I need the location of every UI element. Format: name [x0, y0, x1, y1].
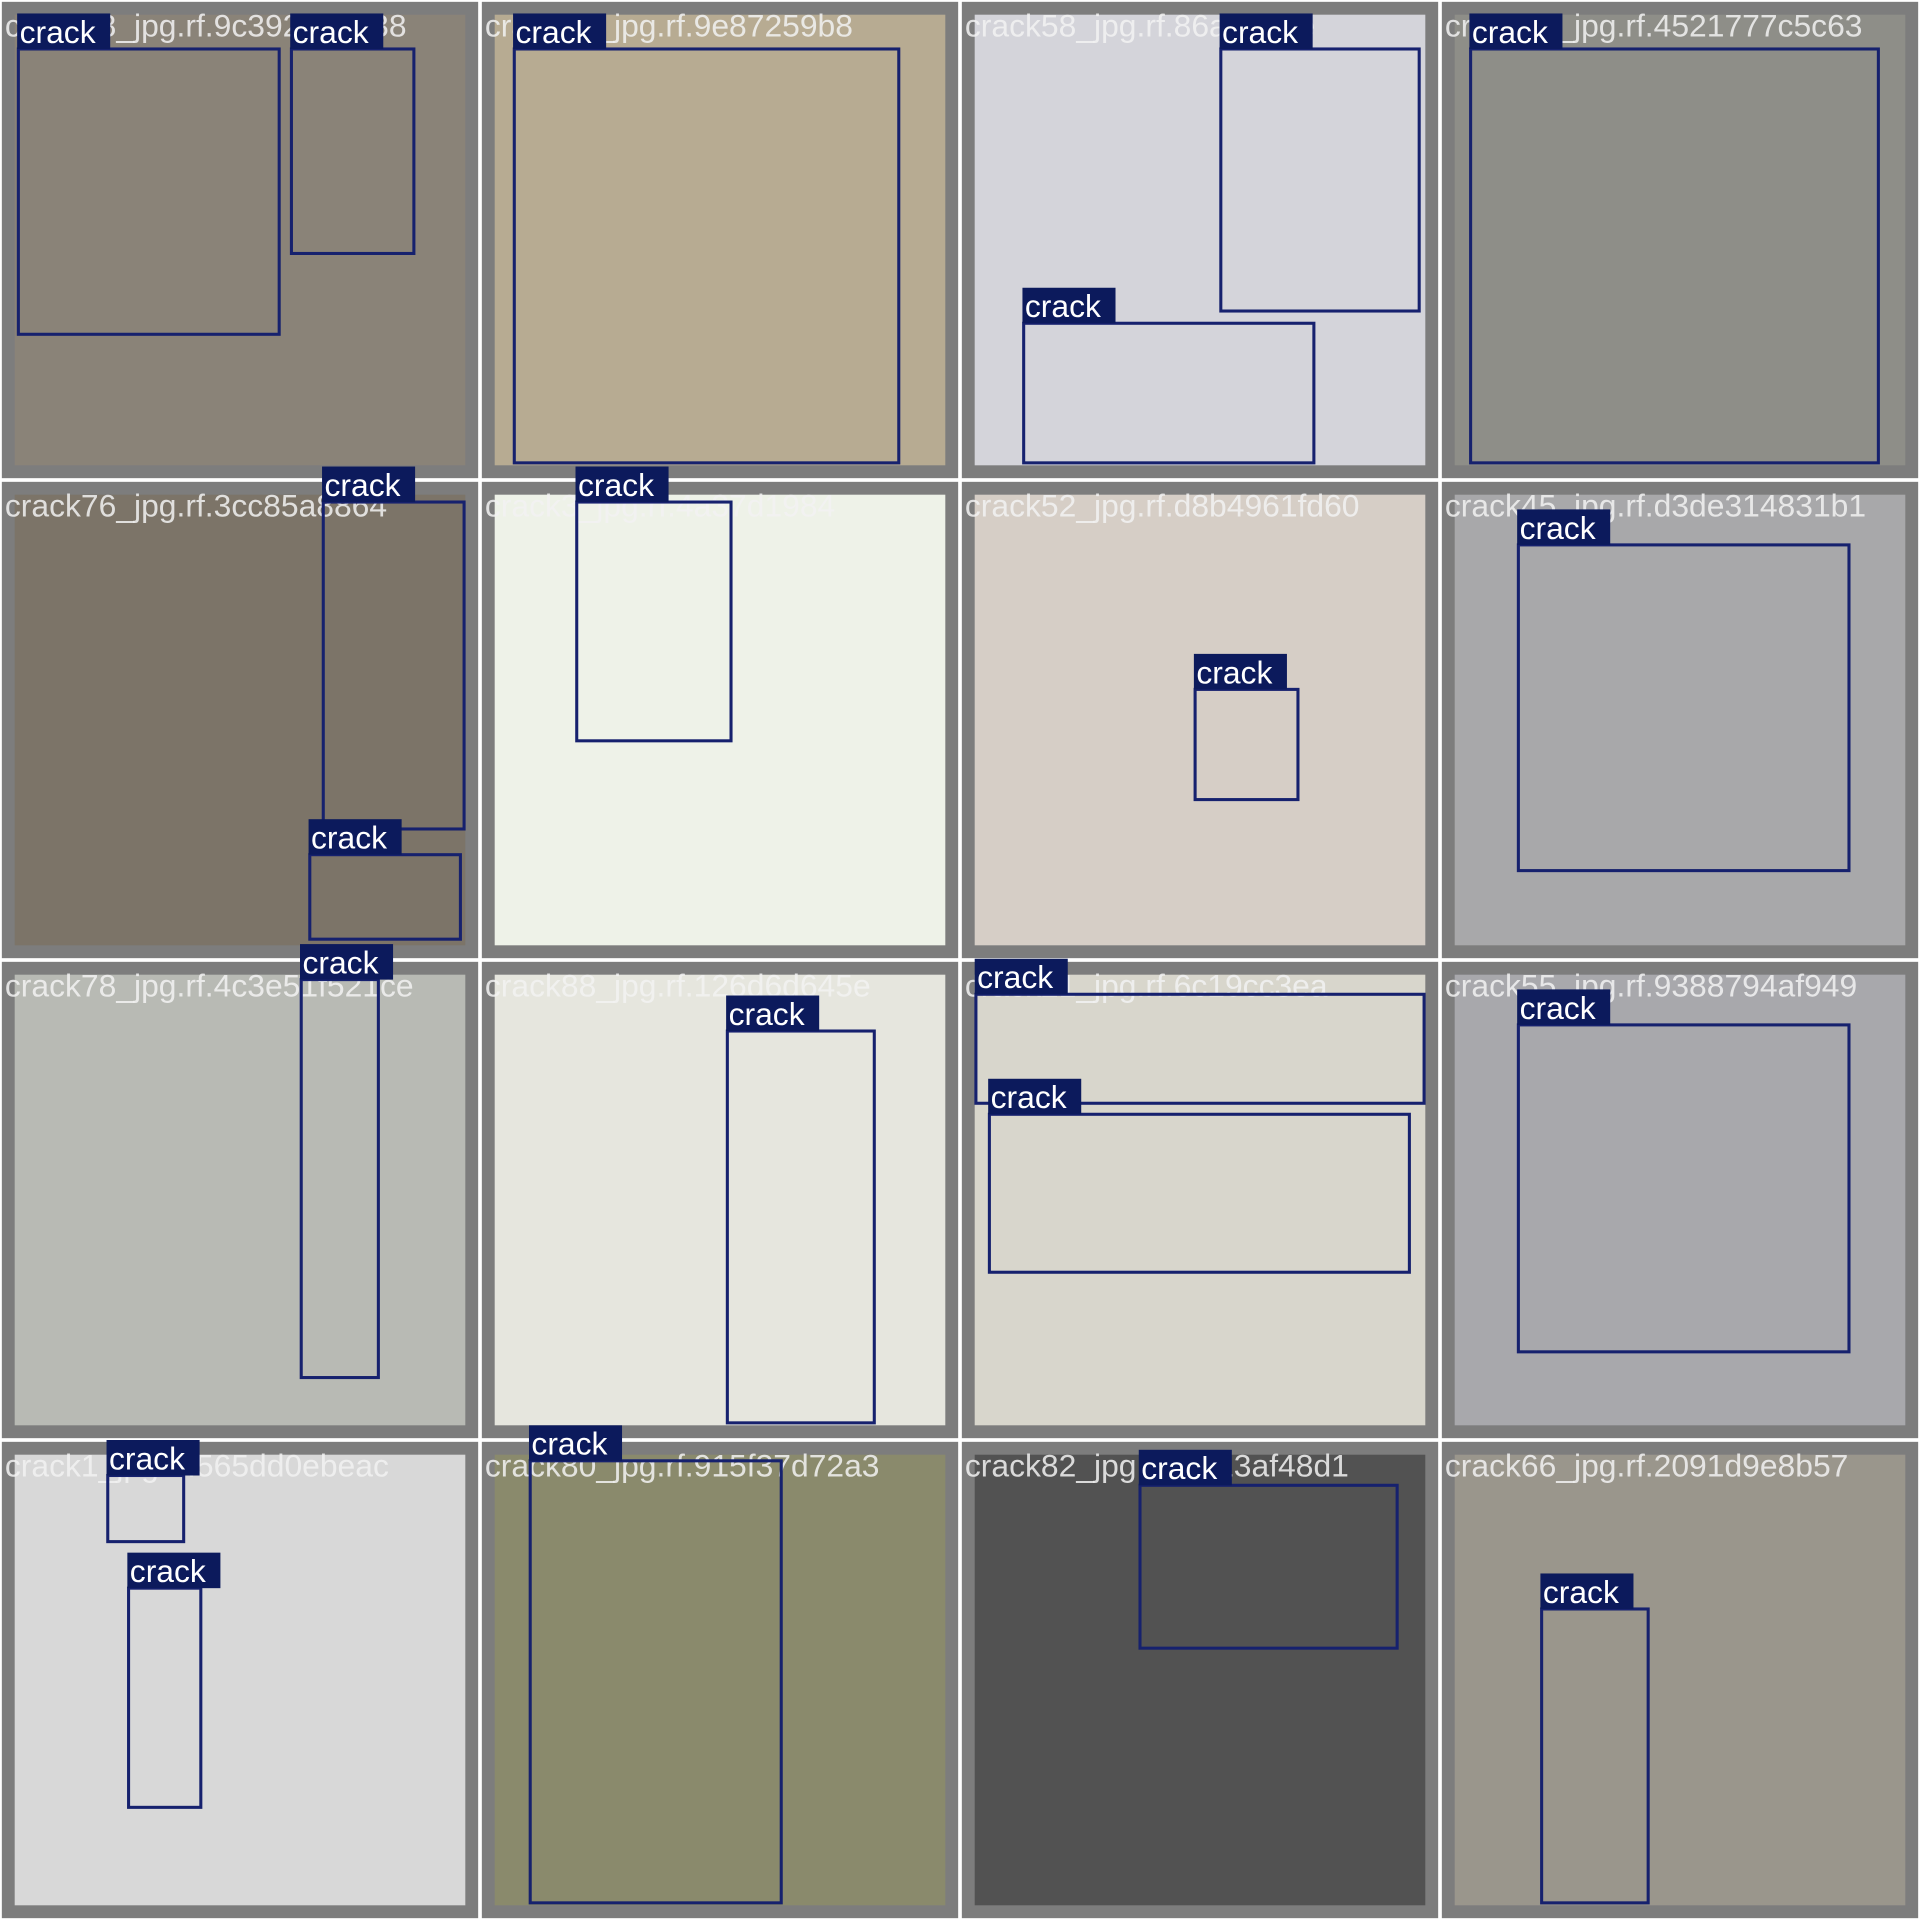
- label-background: [17, 13, 111, 49]
- label-background: [300, 944, 394, 980]
- label-background: [988, 1078, 1082, 1115]
- box-label: crack: [977, 959, 1053, 995]
- label-background: [513, 13, 607, 49]
- box-label: crack: [109, 1440, 185, 1476]
- image: [974, 1454, 1426, 1906]
- box-label: crack: [1520, 510, 1596, 546]
- image: [1454, 1454, 1906, 1906]
- label-background: [974, 958, 1068, 995]
- box-label: crack: [1025, 288, 1101, 324]
- label-background: [1022, 287, 1116, 324]
- bounding-box: [1138, 1483, 1399, 1650]
- image: [14, 974, 466, 1426]
- image: [494, 974, 946, 1426]
- box-label: crack: [1141, 1450, 1217, 1486]
- bounding-box: [1516, 1023, 1851, 1354]
- label-background: [1540, 1573, 1634, 1609]
- bounding-box: [512, 47, 901, 465]
- bounding-box: [1219, 47, 1421, 313]
- box-label: crack: [1520, 990, 1596, 1026]
- bounding-box: [987, 1112, 1411, 1274]
- bounding-box: [1516, 543, 1851, 873]
- image: [14, 14, 466, 466]
- bounding-box: [528, 1459, 783, 1905]
- bounding-box: [16, 47, 281, 336]
- filename: crack55_jpg.rf.9388794af949: [1445, 968, 1857, 1004]
- label-background: [322, 466, 416, 503]
- box-label: crack: [302, 944, 378, 980]
- box-label: crack: [729, 996, 805, 1032]
- label-background: [106, 1440, 200, 1476]
- bounding-box: [1022, 321, 1316, 465]
- image: [14, 1454, 466, 1906]
- box-label: crack: [1472, 14, 1548, 50]
- label-background: [528, 1425, 623, 1461]
- image: [974, 14, 1426, 466]
- box-label: crack: [991, 1079, 1067, 1115]
- box-label: crack: [324, 467, 400, 503]
- image: [1454, 14, 1906, 466]
- filename: crack45_jpg.rf.d3de314831b1: [1445, 488, 1866, 524]
- box-label: crack: [130, 1553, 206, 1589]
- box-label: crack: [1222, 14, 1298, 50]
- box-label: crack: [1196, 654, 1272, 690]
- image: [1454, 974, 1906, 1426]
- label-background: [726, 995, 820, 1032]
- boxes: crack crack crack crackcrackcrackcrackcrack…: [16, 13, 1880, 1905]
- box-label: crack: [1543, 1574, 1619, 1610]
- box-label: crack: [531, 1426, 607, 1462]
- image: [14, 494, 466, 946]
- image: [494, 14, 946, 466]
- image: [974, 494, 1426, 946]
- box-label: crack: [578, 467, 654, 503]
- label-background: [308, 819, 402, 855]
- label-background: [1517, 989, 1611, 1025]
- image: [1454, 494, 1906, 946]
- label-background: [1193, 653, 1287, 690]
- label-background: [575, 466, 669, 503]
- label-background: [127, 1552, 221, 1589]
- bounding-box: [974, 992, 1426, 1105]
- label-background: [1469, 13, 1563, 49]
- box-label: crack: [293, 14, 369, 50]
- label-background: [290, 13, 384, 49]
- image: [974, 974, 1426, 1426]
- box-label: crack: [516, 14, 592, 50]
- filename: crack66_jpg.rf.2091d9e8b57: [1445, 1448, 1848, 1484]
- image: [494, 494, 946, 946]
- label-background: [1138, 1449, 1232, 1486]
- label-background: [1219, 13, 1313, 49]
- box-label: crack: [311, 820, 387, 856]
- filename: crack52_jpg.rf.d8b4961fd60: [965, 488, 1360, 524]
- image: [494, 1454, 946, 1906]
- label-background: [1517, 509, 1611, 545]
- bounding-box: [1469, 47, 1880, 465]
- box-label: crack: [20, 14, 96, 50]
